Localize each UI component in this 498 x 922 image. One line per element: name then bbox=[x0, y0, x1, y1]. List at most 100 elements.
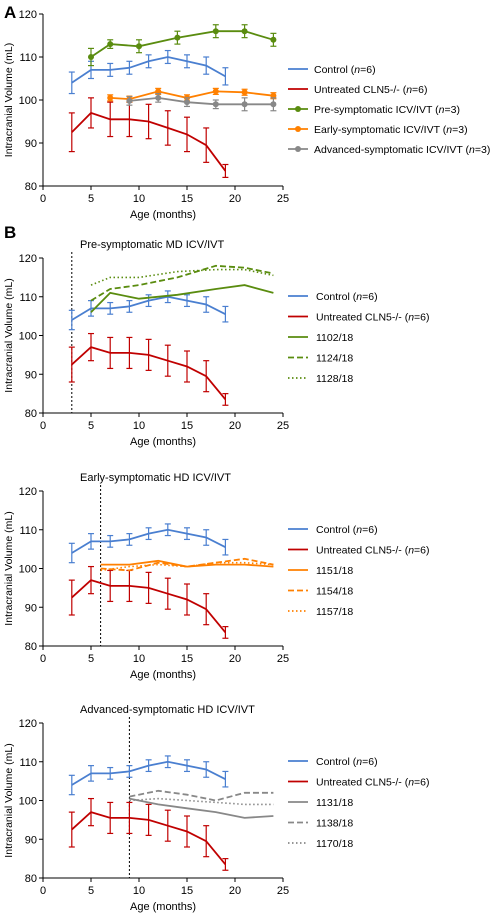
data-point bbox=[155, 88, 162, 95]
y-axis-label: Intracranial Volume (mL) bbox=[3, 278, 15, 392]
x-tick-label: 15 bbox=[181, 885, 193, 897]
legend-marker bbox=[295, 126, 301, 132]
legend-marker bbox=[295, 146, 301, 152]
series-0 bbox=[68, 755, 229, 796]
legend-label: 1128/18 bbox=[316, 373, 353, 385]
series-2 bbox=[129, 797, 274, 819]
series-line bbox=[129, 797, 274, 819]
chart-title: Advanced-symptomatic HD ICV/IVT bbox=[80, 704, 255, 716]
data-point bbox=[155, 94, 162, 101]
legend-label: Untreated CLN5-/- (n=6) bbox=[316, 777, 430, 789]
series-4 bbox=[100, 561, 274, 572]
x-tick-label: 25 bbox=[277, 420, 289, 432]
legend-label: 1102/18 bbox=[316, 332, 353, 344]
x-tick-label: 10 bbox=[133, 885, 145, 897]
data-point bbox=[174, 34, 181, 41]
series-line bbox=[71, 528, 226, 554]
y-tick-label: 110 bbox=[19, 757, 37, 769]
legend-label: Untreated CLN5-/- (n=6) bbox=[316, 312, 430, 324]
series-1 bbox=[68, 565, 229, 639]
series-3 bbox=[129, 789, 274, 802]
legend-label: 1124/18 bbox=[316, 353, 353, 365]
y-tick-label: 80 bbox=[25, 181, 37, 193]
x-tick-label: 5 bbox=[88, 885, 94, 897]
legend-label: Untreated CLN5-/- (n=6) bbox=[314, 84, 428, 96]
y-tick-label: 120 bbox=[19, 486, 37, 498]
data-point bbox=[241, 28, 248, 35]
series-1 bbox=[68, 332, 229, 406]
panel-letter: A bbox=[4, 3, 16, 22]
series-line bbox=[110, 90, 274, 101]
series-line bbox=[129, 96, 274, 106]
data-point bbox=[212, 101, 219, 108]
series-2 bbox=[90, 284, 274, 313]
series-line bbox=[90, 30, 274, 58]
series-line bbox=[71, 811, 227, 865]
series-2 bbox=[88, 24, 277, 67]
series-0 bbox=[68, 290, 229, 331]
x-tick-label: 0 bbox=[40, 885, 46, 897]
y-tick-label: 110 bbox=[19, 52, 37, 64]
series-line bbox=[71, 346, 227, 400]
series-0 bbox=[68, 49, 229, 95]
chart-title: Early-symptomatic HD ICV/IVT bbox=[80, 472, 231, 484]
y-tick-label: 80 bbox=[25, 873, 37, 885]
x-tick-label: 20 bbox=[229, 653, 241, 665]
series-line bbox=[71, 579, 227, 633]
y-axis-label: Intracranial Volume (mL) bbox=[3, 511, 15, 625]
series-3 bbox=[100, 557, 274, 572]
x-tick-label: 20 bbox=[229, 885, 241, 897]
legend-label: 1138/18 bbox=[316, 818, 353, 830]
data-point bbox=[107, 41, 114, 48]
x-tick-label: 0 bbox=[40, 653, 46, 665]
x-tick-label: 5 bbox=[88, 420, 94, 432]
series-line bbox=[71, 56, 226, 84]
series-line bbox=[129, 797, 274, 806]
y-tick-label: 110 bbox=[19, 525, 37, 537]
data-point bbox=[270, 101, 277, 108]
legend-label: 1157/18 bbox=[316, 606, 353, 618]
series-1 bbox=[68, 97, 229, 178]
series-line bbox=[90, 268, 274, 286]
x-tick-label: 0 bbox=[40, 420, 46, 432]
x-tick-label: 20 bbox=[229, 193, 241, 205]
legend-marker bbox=[295, 106, 301, 112]
legend-label: 1154/18 bbox=[316, 586, 353, 598]
series-4 bbox=[129, 797, 274, 806]
data-point bbox=[126, 97, 133, 104]
series-4 bbox=[90, 268, 274, 286]
legend-label: Control (n=6) bbox=[316, 291, 378, 303]
series-line bbox=[100, 561, 274, 572]
data-point bbox=[270, 92, 277, 99]
series-line bbox=[71, 760, 226, 786]
data-point bbox=[241, 101, 248, 108]
x-axis-label: Age (months) bbox=[130, 209, 196, 221]
x-tick-label: 15 bbox=[181, 420, 193, 432]
legend-label: 1170/18 bbox=[316, 838, 353, 850]
x-tick-label: 15 bbox=[181, 653, 193, 665]
x-tick-label: 20 bbox=[229, 420, 241, 432]
series-3 bbox=[90, 264, 274, 302]
data-point bbox=[212, 28, 219, 35]
data-point bbox=[107, 94, 114, 101]
y-tick-label: 100 bbox=[19, 564, 37, 576]
y-tick-label: 80 bbox=[25, 641, 37, 653]
y-tick-label: 90 bbox=[25, 138, 37, 150]
x-tick-label: 10 bbox=[133, 653, 145, 665]
y-tick-label: 120 bbox=[19, 9, 37, 21]
series-0 bbox=[68, 523, 229, 564]
x-axis-label: Age (months) bbox=[130, 436, 196, 448]
y-tick-label: 90 bbox=[25, 369, 37, 381]
data-point bbox=[212, 88, 219, 95]
series-line bbox=[90, 284, 274, 313]
x-tick-label: 25 bbox=[277, 653, 289, 665]
y-axis-label: Intracranial Volume (mL) bbox=[3, 43, 15, 157]
y-tick-label: 120 bbox=[19, 718, 37, 730]
series-line bbox=[100, 557, 274, 572]
data-point bbox=[88, 54, 94, 60]
legend-label: Pre-symptomatic ICV/IVT (n=3) bbox=[314, 104, 460, 116]
legend-label: Early-symptomatic ICV/IVT (n=3) bbox=[314, 124, 468, 136]
chart-panel-2: Early-symptomatic HD ICV/IVT809010011012… bbox=[3, 472, 430, 681]
